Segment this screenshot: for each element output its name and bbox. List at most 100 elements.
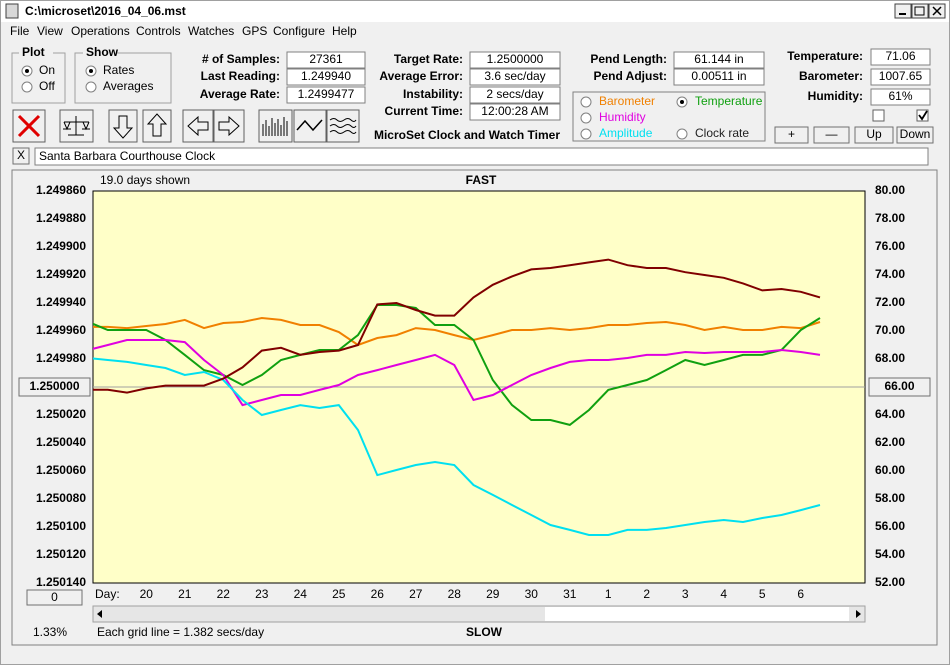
- field-label: # of Samples:: [202, 52, 280, 66]
- adjust-button[interactable]: [854, 126, 894, 144]
- window-controls: [894, 3, 946, 19]
- adjust-button[interactable]: [774, 126, 809, 144]
- radio-button[interactable]: [85, 81, 97, 93]
- menu-item[interactable]: Operations: [71, 24, 130, 38]
- field-value: 71.06: [885, 49, 915, 63]
- group-title: Plot: [22, 45, 45, 59]
- span-label: 19.0 days shown: [100, 173, 190, 187]
- y-tick-label: 1.250020: [36, 407, 86, 421]
- field-value: 12:00:28 AM: [481, 104, 548, 118]
- y-tick-label: 1.249940: [36, 295, 86, 309]
- checkbox[interactable]: [872, 109, 885, 122]
- group-title-bg: [19, 47, 53, 59]
- field-box: [286, 68, 366, 86]
- radio-dot: [25, 69, 29, 73]
- y2-tick-label: 62.00: [875, 435, 905, 449]
- maximize-glyph: [914, 6, 925, 16]
- y2-tick-label: 52.00: [875, 575, 905, 589]
- y2-tick-label: 80.00: [875, 183, 905, 197]
- watch-name-box: [34, 147, 929, 166]
- x-tick-label: 31: [563, 587, 577, 601]
- adjust-button[interactable]: [813, 126, 850, 144]
- adjust-button[interactable]: [896, 126, 934, 144]
- reference-button[interactable]: [18, 377, 91, 397]
- radio-label: Off: [39, 79, 55, 93]
- series-line: [93, 357, 821, 536]
- toolbar: [12, 109, 360, 143]
- field-box: [286, 86, 366, 104]
- close-glyph: [932, 6, 942, 16]
- scroll-value-button[interactable]: [26, 589, 83, 606]
- field-label: Current Time:: [385, 104, 463, 118]
- y2-tick-label: 56.00: [875, 519, 905, 533]
- field-value: 61%: [888, 89, 912, 103]
- field-box: [870, 88, 931, 106]
- radio-button[interactable]: [21, 81, 33, 93]
- menu-item[interactable]: Controls: [136, 24, 181, 38]
- left-arrow-icon: [187, 115, 209, 137]
- watch-close-button[interactable]: [12, 147, 30, 165]
- down-button[interactable]: [108, 109, 138, 143]
- radio-button[interactable]: [580, 128, 592, 140]
- radio-button[interactable]: [676, 128, 688, 140]
- y2-tick-label: 68.00: [875, 351, 905, 365]
- field-value: 1.2499477: [298, 87, 355, 101]
- y-tick-label: 1.250140: [36, 575, 86, 589]
- menu-item[interactable]: Watches: [188, 24, 234, 38]
- y2-tick-label: 70.00: [875, 323, 905, 337]
- balance-icon: [63, 116, 90, 136]
- minimize-button[interactable]: [894, 3, 912, 19]
- field-value: 1007.65: [879, 69, 923, 83]
- menu-item[interactable]: View: [37, 24, 63, 38]
- field-box: [469, 86, 561, 104]
- up-button[interactable]: [142, 109, 172, 143]
- legend-label: Amplitude: [599, 126, 653, 140]
- legend-label: Barometer: [599, 94, 655, 108]
- field-value: 27361: [309, 52, 343, 66]
- field-label: Temperature:: [787, 49, 863, 63]
- maximize-button[interactable]: [911, 3, 929, 19]
- radio-label: Averages: [103, 79, 153, 93]
- radio-label: Rates: [103, 63, 134, 77]
- y-tick-label: 1.249880: [36, 211, 86, 225]
- waves-icon: [329, 118, 357, 134]
- group-title-bg: [83, 47, 117, 59]
- x-tick-label: 25: [332, 587, 346, 601]
- menu-item[interactable]: GPS: [242, 24, 267, 38]
- adjust-button-label: —: [826, 127, 838, 141]
- menu-item[interactable]: Help: [332, 24, 357, 38]
- x-axis-label: Day:: [95, 587, 120, 601]
- scroll-right[interactable]: [856, 610, 861, 618]
- x-tick-label: 23: [255, 587, 269, 601]
- field-value: 1.249940: [301, 69, 351, 83]
- field-label: Pend Adjust:: [593, 69, 667, 83]
- app-title: MicroSet Clock and Watch Timer: [374, 128, 560, 142]
- down-arrow-icon: [112, 115, 134, 139]
- scroll-left[interactable]: [97, 610, 102, 618]
- show-group-box: [74, 52, 172, 104]
- radio-button[interactable]: [580, 96, 592, 108]
- checkmark: [918, 110, 928, 121]
- waves-button[interactable]: [326, 109, 360, 143]
- checkbox[interactable]: [916, 109, 929, 122]
- series-line: [93, 316, 821, 347]
- watch-name: Santa Barbara Courthouse Clock: [39, 149, 216, 163]
- field-box: [286, 51, 366, 69]
- menu-item[interactable]: File: [10, 24, 30, 38]
- delete-icon: [17, 114, 41, 138]
- up-arrow-icon: [146, 113, 168, 137]
- field-box: [469, 103, 561, 121]
- y-tick-label: 1.249980: [36, 351, 86, 365]
- radio-button[interactable]: [580, 112, 592, 124]
- scroll-thumb[interactable]: [545, 607, 849, 621]
- y-tick-label: 1.250040: [36, 435, 86, 449]
- y2-tick-label: 64.00: [875, 407, 905, 421]
- legend-label: Humidity: [599, 110, 646, 124]
- window-title: C:\microset\2016_04_06.mst: [25, 4, 186, 18]
- x-tick-label: 27: [409, 587, 423, 601]
- reference-button[interactable]: [868, 377, 931, 397]
- menu-item[interactable]: Configure: [273, 24, 325, 38]
- x-tick-label: 28: [448, 587, 462, 601]
- adjust-button-label: Up: [866, 127, 882, 141]
